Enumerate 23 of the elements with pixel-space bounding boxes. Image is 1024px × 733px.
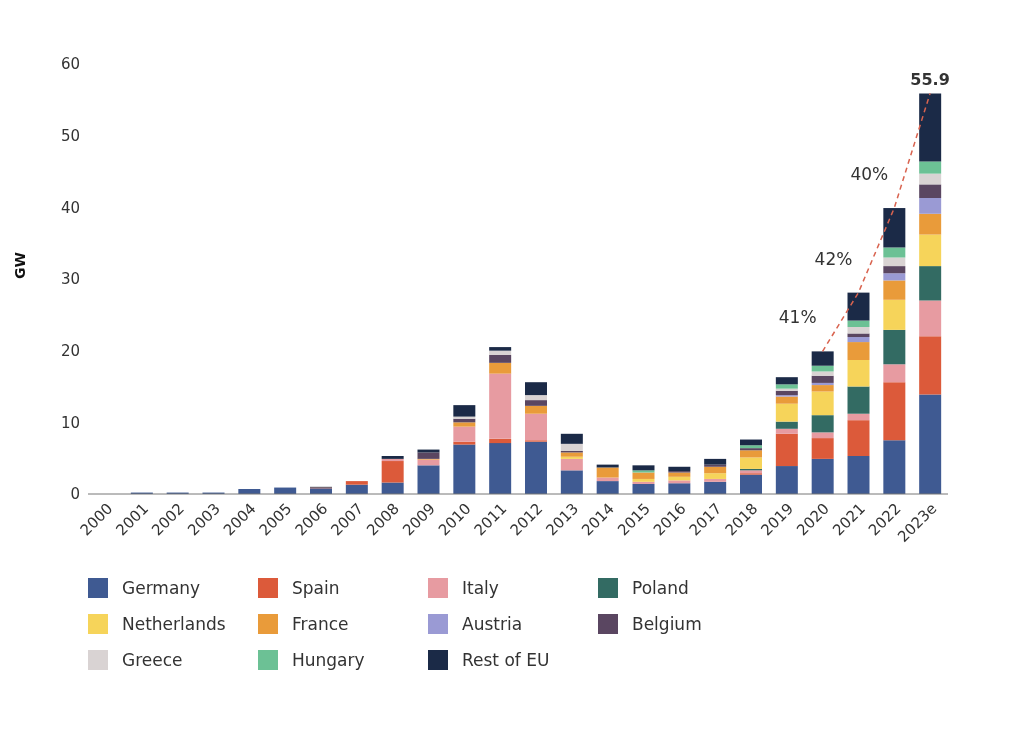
legend-label: Netherlands	[122, 614, 226, 634]
legend-label: Hungary	[292, 650, 365, 670]
legend-label: France	[292, 614, 349, 634]
y-tick-label: 20	[60, 341, 80, 360]
y-tick-label: 0	[70, 485, 80, 504]
y-axis-title: GW	[11, 252, 28, 279]
annotation: 41%	[778, 307, 817, 328]
legend-label: Poland	[632, 578, 689, 598]
legend-label: Rest of EU	[462, 650, 550, 670]
legend-label: Greece	[122, 650, 183, 670]
legend-label: Italy	[462, 578, 499, 598]
y-tick-label: 10	[60, 413, 80, 432]
legend-label: Belgium	[632, 614, 702, 634]
y-tick-label: 40	[60, 198, 80, 217]
annotation: 42%	[814, 248, 853, 269]
y-tick-label: 30	[60, 270, 80, 289]
y-tick-label: 60	[60, 55, 80, 74]
y-tick-label: 50	[60, 126, 80, 145]
annotation: 55.9	[910, 70, 950, 90]
legend-label: Spain	[292, 578, 340, 598]
legend-label: Austria	[462, 614, 523, 634]
annotation: 40%	[850, 164, 889, 185]
legend-label: Germany	[122, 578, 201, 598]
